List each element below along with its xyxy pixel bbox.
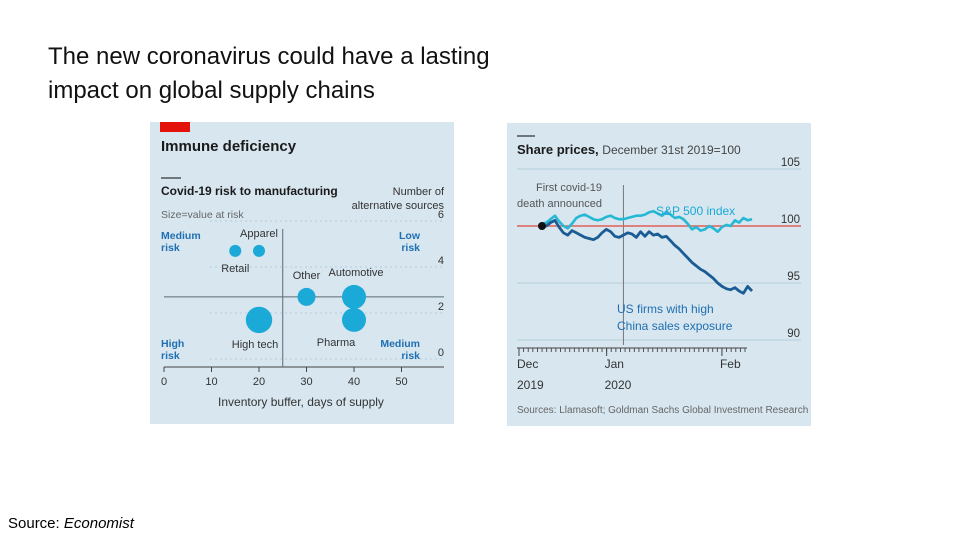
x-tick-label: 30: [300, 376, 312, 388]
us-firms-label-line2: China sales exposure: [617, 319, 733, 333]
immune-deficiency-chart: Immune deficiency Covid-19 risk to manuf…: [150, 122, 454, 424]
y-tick-label: 90: [787, 328, 800, 340]
y-tick-label: 4: [438, 255, 444, 267]
chart2-source: Sources: Llamasoft; Goldman Sachs Global…: [517, 405, 808, 416]
annotation-line2: death announced: [517, 198, 602, 210]
x-tick-label: 50: [395, 376, 407, 388]
chart2-title-line: Share prices, December 31st 2019=100: [517, 142, 741, 157]
chart1-ylabel-line1: Number of: [393, 186, 445, 198]
bubble-retail: [229, 244, 242, 257]
x-tick-label: 0: [161, 376, 167, 388]
chart1-ylabel-line2: alternative sources: [352, 200, 445, 212]
chart1-subtitle: Covid-19 risk to manufacturing: [161, 184, 338, 198]
chart1-x-axis: 0 10 20 30 40 50: [161, 366, 444, 388]
quadrant-bottom-left-line2: risk: [161, 350, 180, 362]
chart2-gridlines: [517, 168, 801, 341]
x-tick-label: 40: [348, 376, 360, 388]
chart1-bubble-labels: Apparel Retail Other Automotive High tech Pha…: [221, 228, 383, 351]
chart1-size-note: Size=value at risk: [161, 209, 244, 221]
bubble-apparel: [253, 244, 265, 257]
y-tick-label: 105: [781, 157, 800, 169]
bubble-pharma: [342, 307, 366, 332]
bubble-automotive: [342, 284, 366, 309]
slide-title-line2: impact on global supply chains: [48, 77, 375, 104]
chart1-title: Immune deficiency: [161, 138, 297, 155]
slide-title-line1: The new coronavirus could have a lasting: [48, 43, 490, 70]
share-prices-svg: Share prices, December 31st 2019=100 909…: [517, 135, 808, 416]
x-tick-label-year: 2020: [605, 378, 632, 392]
x-tick-label: 20: [253, 376, 265, 388]
slide-source: Source: Economist: [8, 515, 134, 532]
bubble-label: Retail: [221, 263, 249, 275]
source-name: Economist: [63, 515, 134, 532]
bubble-high-tech: [245, 306, 273, 334]
bubble-label: Automotive: [328, 267, 383, 279]
immune-deficiency-svg: Immune deficiency Covid-19 risk to manuf…: [160, 122, 445, 409]
quadrant-top-right-line2: risk: [401, 242, 420, 254]
chart2-title: Share prices,: [517, 142, 599, 157]
quadrant-bottom-left-line1: High: [161, 338, 184, 350]
x-tick-label: Feb: [720, 357, 741, 371]
chart2-y-tick-labels: 90 95 100 105: [781, 157, 800, 340]
quadrant-bottom-right-line1: Medium: [380, 338, 420, 350]
x-tick-label: Dec: [517, 357, 538, 371]
y-tick-label: 6: [438, 209, 444, 221]
annotation-line1: First covid-19: [536, 182, 602, 194]
chart2-x-axis: Dec 2019 Jan 2020 Feb: [517, 347, 747, 392]
chart2-subtitle: December 31st 2019=100: [602, 143, 741, 157]
bubble-other: [297, 287, 316, 306]
us-firms-series-line: [541, 218, 754, 295]
us-firms-label-line1: US firms with high: [617, 302, 714, 316]
y-tick-label: 100: [781, 214, 800, 226]
share-prices-chart: Share prices, December 31st 2019=100 90 9…: [507, 123, 811, 426]
chart1-bubbles: [229, 244, 366, 334]
bubble-label: Apparel: [240, 228, 278, 240]
x-tick-label: Jan: [605, 357, 624, 371]
chart1-gridlines: [210, 220, 444, 360]
economist-red-tag: [160, 122, 190, 132]
x-tick-label-year: 2019: [517, 378, 544, 392]
sp500-series-label: S&P 500 index: [656, 204, 735, 218]
x-tick-label: 10: [205, 376, 217, 388]
chart1-xlabel: Inventory buffer, days of supply: [218, 395, 384, 409]
bubble-label: High tech: [232, 339, 278, 351]
slide-title: The new coronavirus could have a lasting…: [48, 40, 608, 108]
series-start-dot: [538, 222, 546, 230]
y-tick-label: 2: [438, 301, 444, 313]
source-label: Source:: [8, 515, 60, 532]
bubble-label: Pharma: [317, 337, 356, 349]
y-tick-label: 0: [438, 347, 444, 359]
sp500-series-line: [541, 209, 753, 233]
quadrant-top-left-line1: Medium: [161, 230, 201, 242]
quadrant-top-left-line2: risk: [161, 242, 180, 254]
quadrant-top-right-line1: Low: [399, 230, 421, 242]
y-tick-label: 95: [787, 271, 800, 283]
quadrant-bottom-right-line2: risk: [401, 350, 420, 362]
bubble-label: Other: [293, 270, 321, 282]
chart1-y-tick-labels: 0 2 4 6: [438, 209, 444, 359]
